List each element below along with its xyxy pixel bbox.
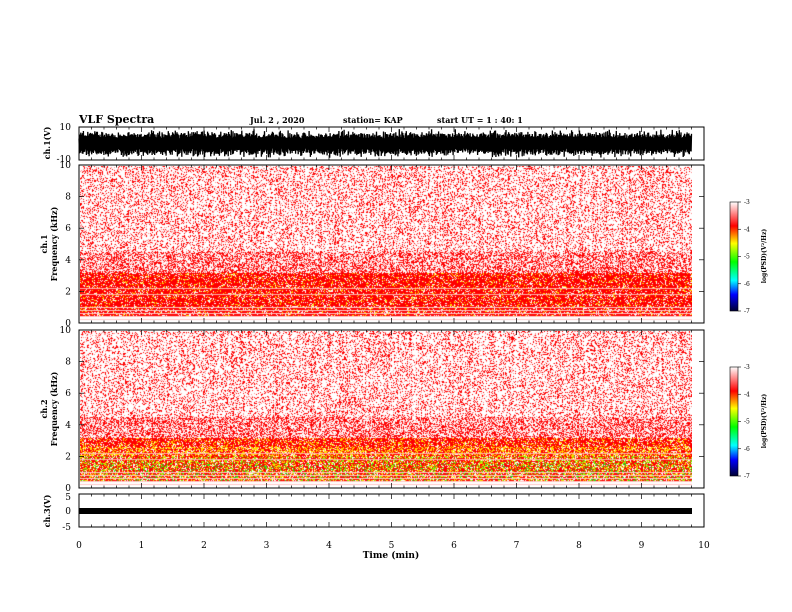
x-tick-label: 9 xyxy=(639,541,645,551)
ch3-waveform-trace xyxy=(79,508,692,514)
x-tick-label: 8 xyxy=(576,541,582,551)
ch3-ytick-bottom: -5 xyxy=(62,523,71,533)
y-tick-label: 10 xyxy=(60,161,72,171)
colorbar-tick-label: -7 xyxy=(744,308,750,315)
y-tick-label: 8 xyxy=(65,358,71,368)
ch1-spectrogram-ylabel-frequency: Frequency (kHz) xyxy=(49,206,59,281)
ch1-waveform-trace xyxy=(78,129,693,158)
y-tick-label: 8 xyxy=(65,193,71,203)
y-tick-label: 6 xyxy=(65,224,71,234)
x-tick-label: 3 xyxy=(264,541,270,551)
ch1-waveform-ylabel: ch.1(V) xyxy=(42,126,52,159)
colorbar-tick-label: -3 xyxy=(744,364,750,371)
x-tick-label: 10 xyxy=(698,541,710,551)
colorbar-tick-label: -5 xyxy=(744,419,750,426)
ch1-waveform-panel: 10 -10 ch.1(V) xyxy=(42,123,705,165)
x-tick-label: 2 xyxy=(201,541,207,551)
y-tick-label: 0 xyxy=(65,319,71,329)
ch2-spectrogram-ylabel-channel: ch.2 xyxy=(39,399,49,418)
ch3-ytick-top: 5 xyxy=(65,493,71,503)
ch1-colorbar-label: log(PSD)(V²/Hz) xyxy=(761,229,768,284)
colorbar-tick-label: -4 xyxy=(744,391,750,398)
x-axis-label: Time (min) xyxy=(363,550,420,561)
ch2-colorbar: -3 -4 -5 -6 -7 log(PSD)(V²/Hz) xyxy=(729,364,768,480)
ch2-spectrogram-heatmap xyxy=(80,331,692,487)
colorbar-tick-label: -5 xyxy=(744,254,750,261)
ch2-spectrogram-panel: 0 2 4 6 8 10 ch.2 Frequency (kHz) xyxy=(39,326,705,494)
y-tick-label: 10 xyxy=(60,326,72,336)
colorbar-tick-label: -6 xyxy=(744,446,750,453)
ch1-ytick-top: 10 xyxy=(60,123,72,133)
header-date: Jul. 2 , 2020 xyxy=(249,115,305,125)
x-tick-label: 5 xyxy=(389,541,395,551)
header-station: station= KAP xyxy=(343,115,403,125)
ch1-spectrogram-panel: 0 2 4 6 8 10 ch.1 Frequency (kHz) xyxy=(39,161,705,329)
ch1-spectrogram-ylabel-channel: ch.1 xyxy=(39,234,49,253)
x-tick-label: 1 xyxy=(139,541,145,551)
x-tick-label: 0 xyxy=(76,541,82,551)
ch2-colorbar-label: log(PSD)(V²/Hz) xyxy=(761,394,768,449)
colorbar-tick-label: -6 xyxy=(744,281,750,288)
header-start-ut: start UT = 1 : 40: 1 xyxy=(437,115,523,125)
ch1-colorbar: -3 -4 -5 -6 -7 log(PSD)(V²/Hz) xyxy=(729,199,768,315)
x-tick-label: 7 xyxy=(514,541,520,551)
ch3-waveform-panel: 5 0 -5 ch.3(V) 0 1 2 3 4 5 6 7 8 9 10 Time (min) xyxy=(42,493,710,561)
y-tick-label: 6 xyxy=(65,389,71,399)
ch1-ytick-bottom: -10 xyxy=(57,155,72,165)
y-tick-label: 4 xyxy=(65,421,71,431)
x-tick-label: 4 xyxy=(326,541,332,551)
figure-title: VLF Spectra xyxy=(78,113,154,126)
colorbar-tick-label: -3 xyxy=(744,199,750,206)
y-tick-label: 2 xyxy=(65,287,71,297)
ch3-ytick-mid: 0 xyxy=(65,507,71,517)
ch2-spectrogram-ylabel-frequency: Frequency (kHz) xyxy=(49,371,59,446)
ch1-spectrogram-heatmap xyxy=(80,166,692,322)
ch3-waveform-ylabel: ch.3(V) xyxy=(42,494,52,527)
y-tick-label: 4 xyxy=(65,256,71,266)
colorbar-tick-label: -4 xyxy=(744,226,750,233)
y-tick-label: 2 xyxy=(65,452,71,462)
colorbar-tick-label: -7 xyxy=(744,473,750,480)
y-tick-label: 0 xyxy=(65,484,71,494)
x-tick-label: 6 xyxy=(451,541,457,551)
